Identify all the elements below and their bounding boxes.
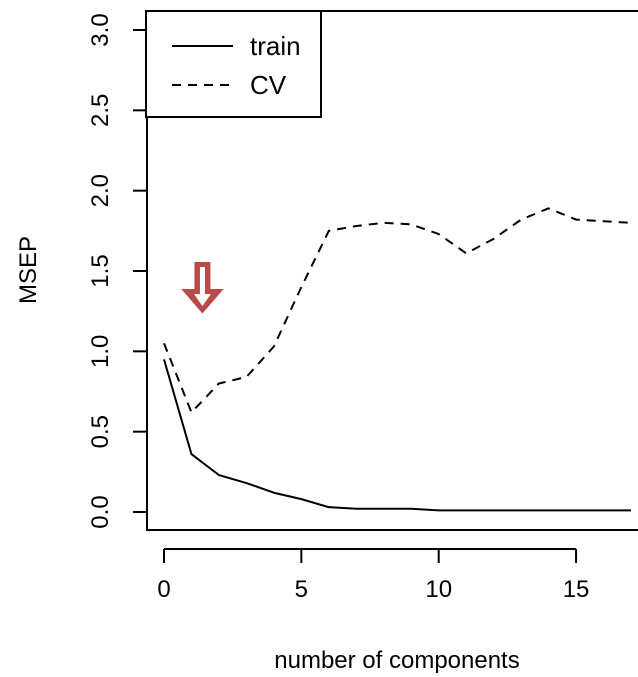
legend-label-cv: CV: [250, 70, 287, 100]
legend: train CV: [145, 10, 322, 118]
x-tick-label: 0: [157, 576, 170, 603]
x-axis: 0 5 10 15: [157, 548, 590, 603]
y-tick-label: 0.5: [87, 415, 114, 448]
annotation-layer: [181, 261, 224, 314]
series-layer: [163, 207, 632, 512]
series-line-cv: [163, 207, 632, 414]
down-arrow-marker-inner: [193, 266, 211, 306]
x-tick-label: 10: [425, 576, 452, 603]
x-tick-label: 15: [563, 576, 590, 603]
y-tick-label: 2.0: [87, 174, 114, 207]
legend-box: [145, 10, 322, 118]
y-tick-label: 1.0: [87, 335, 114, 368]
y-tick-label: 1.5: [87, 254, 114, 287]
y-tick-label: 2.5: [87, 94, 114, 127]
y-tick-label: 0.0: [87, 495, 114, 528]
y-tick-label: 3.0: [87, 13, 114, 46]
x-axis-title: number of components: [274, 647, 519, 674]
y-axis-title: MSEP: [15, 236, 42, 304]
x-tick-label: 5: [295, 576, 308, 603]
y-axis: 0.0 0.5 1.0 1.5 2.0 2.5 3.0: [87, 13, 147, 529]
series-line-train: [163, 359, 631, 512]
legend-label-train: train: [250, 31, 301, 61]
